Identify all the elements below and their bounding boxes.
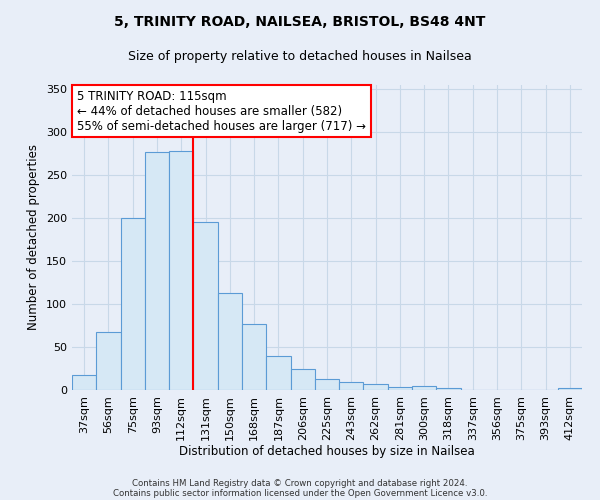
Bar: [558, 388, 582, 390]
Bar: [96, 332, 121, 390]
Bar: [364, 384, 388, 390]
Text: 5, TRINITY ROAD, NAILSEA, BRISTOL, BS48 4NT: 5, TRINITY ROAD, NAILSEA, BRISTOL, BS48 …: [115, 15, 485, 29]
Bar: [315, 379, 339, 390]
Bar: [436, 388, 461, 390]
Bar: [218, 293, 242, 390]
Bar: [412, 386, 436, 390]
Bar: [193, 222, 218, 390]
Bar: [388, 386, 412, 390]
Bar: [242, 324, 266, 390]
Text: Contains public sector information licensed under the Open Government Licence v3: Contains public sector information licen…: [113, 488, 487, 498]
Bar: [339, 382, 364, 390]
Bar: [290, 368, 315, 390]
Text: Contains HM Land Registry data © Crown copyright and database right 2024.: Contains HM Land Registry data © Crown c…: [132, 478, 468, 488]
Y-axis label: Number of detached properties: Number of detached properties: [28, 144, 40, 330]
Bar: [121, 218, 145, 390]
Text: 5 TRINITY ROAD: 115sqm
← 44% of detached houses are smaller (582)
55% of semi-de: 5 TRINITY ROAD: 115sqm ← 44% of detached…: [77, 90, 366, 132]
Text: Size of property relative to detached houses in Nailsea: Size of property relative to detached ho…: [128, 50, 472, 63]
X-axis label: Distribution of detached houses by size in Nailsea: Distribution of detached houses by size …: [179, 446, 475, 458]
Bar: [266, 356, 290, 390]
Bar: [169, 151, 193, 390]
Bar: [72, 374, 96, 390]
Bar: [145, 152, 169, 390]
